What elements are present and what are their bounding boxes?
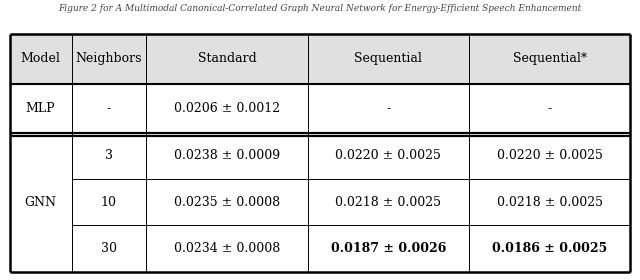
Text: 10: 10 bbox=[101, 195, 117, 209]
FancyBboxPatch shape bbox=[72, 34, 146, 84]
Text: 30: 30 bbox=[101, 242, 117, 255]
Text: 0.0238 ± 0.0009: 0.0238 ± 0.0009 bbox=[174, 149, 280, 162]
FancyBboxPatch shape bbox=[72, 132, 146, 179]
FancyBboxPatch shape bbox=[10, 34, 72, 84]
FancyBboxPatch shape bbox=[308, 84, 469, 132]
FancyBboxPatch shape bbox=[146, 179, 308, 225]
FancyBboxPatch shape bbox=[308, 34, 469, 84]
Text: 3: 3 bbox=[105, 149, 113, 162]
FancyBboxPatch shape bbox=[10, 84, 72, 132]
Text: 0.0234 ± 0.0008: 0.0234 ± 0.0008 bbox=[173, 242, 280, 255]
Text: 0.0206 ± 0.0012: 0.0206 ± 0.0012 bbox=[174, 102, 280, 115]
FancyBboxPatch shape bbox=[308, 179, 469, 225]
FancyBboxPatch shape bbox=[469, 34, 630, 84]
FancyBboxPatch shape bbox=[146, 225, 308, 272]
Text: 0.0218 ± 0.0025: 0.0218 ± 0.0025 bbox=[335, 195, 442, 209]
Text: GNN: GNN bbox=[25, 195, 57, 209]
Text: 0.0218 ± 0.0025: 0.0218 ± 0.0025 bbox=[497, 195, 603, 209]
Text: Model: Model bbox=[20, 52, 61, 65]
FancyBboxPatch shape bbox=[308, 225, 469, 272]
Text: Sequential*: Sequential* bbox=[513, 52, 587, 65]
FancyBboxPatch shape bbox=[72, 84, 146, 132]
FancyBboxPatch shape bbox=[308, 132, 469, 179]
FancyBboxPatch shape bbox=[10, 132, 72, 272]
FancyBboxPatch shape bbox=[72, 179, 146, 225]
Text: 0.0186 ± 0.0025: 0.0186 ± 0.0025 bbox=[492, 242, 607, 255]
Text: 0.0220 ± 0.0025: 0.0220 ± 0.0025 bbox=[497, 149, 603, 162]
Text: Neighbors: Neighbors bbox=[76, 52, 142, 65]
Text: MLP: MLP bbox=[26, 102, 56, 115]
FancyBboxPatch shape bbox=[146, 34, 308, 84]
FancyBboxPatch shape bbox=[469, 132, 630, 179]
FancyBboxPatch shape bbox=[469, 179, 630, 225]
Text: 0.0187 ± 0.0026: 0.0187 ± 0.0026 bbox=[331, 242, 446, 255]
FancyBboxPatch shape bbox=[72, 225, 146, 272]
Text: 0.0235 ± 0.0008: 0.0235 ± 0.0008 bbox=[174, 195, 280, 209]
Text: 0.0220 ± 0.0025: 0.0220 ± 0.0025 bbox=[335, 149, 441, 162]
FancyBboxPatch shape bbox=[146, 132, 308, 179]
Text: -: - bbox=[386, 102, 390, 115]
Text: Sequential: Sequential bbox=[355, 52, 422, 65]
Text: -: - bbox=[107, 102, 111, 115]
Text: Standard: Standard bbox=[198, 52, 256, 65]
FancyBboxPatch shape bbox=[469, 225, 630, 272]
Text: Figure 2 for A Multimodal Canonical-Correlated Graph Neural Network for Energy-E: Figure 2 for A Multimodal Canonical-Corr… bbox=[58, 4, 582, 13]
Text: -: - bbox=[548, 102, 552, 115]
FancyBboxPatch shape bbox=[146, 84, 308, 132]
FancyBboxPatch shape bbox=[469, 84, 630, 132]
